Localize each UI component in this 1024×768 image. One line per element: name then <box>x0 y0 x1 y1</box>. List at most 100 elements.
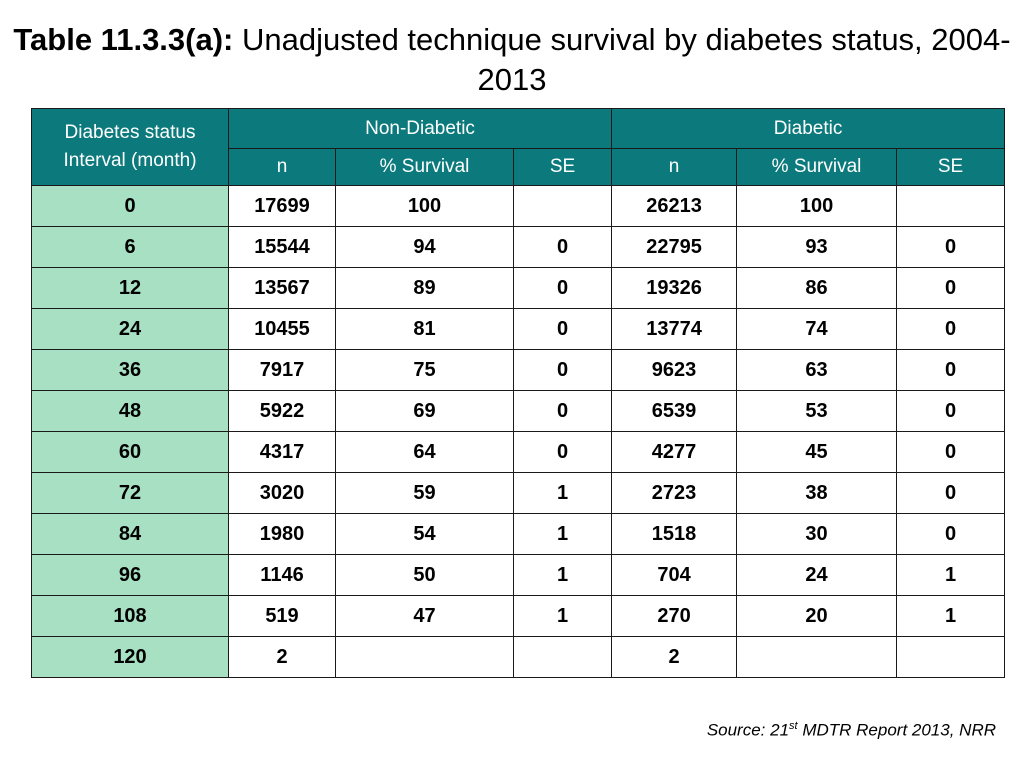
diabetic-survival-cell: 38 <box>736 472 898 514</box>
interval-cell: 72 <box>31 472 229 514</box>
table-caption: Unadjusted technique survival by diabete… <box>233 22 1011 97</box>
diabetic-n-cell: 6539 <box>611 390 738 432</box>
non-diabetic-survival-cell: 47 <box>335 595 514 637</box>
non-diabetic-se-cell: 0 <box>512 308 613 350</box>
page-title: Table 11.3.3(a): Unadjusted technique su… <box>0 20 1024 100</box>
subheader-n: n <box>228 148 336 186</box>
interval-cell: 12 <box>31 267 229 309</box>
diabetic-survival-cell: 53 <box>736 390 898 432</box>
survival-table: Diabetes status Interval (month) Non-Dia… <box>31 108 1006 678</box>
diabetic-n-cell: 26213 <box>611 185 738 227</box>
table-row: 60 4317 64 0 4277 45 0 <box>31 431 1006 473</box>
non-diabetic-n-cell: 1980 <box>228 513 336 555</box>
non-diabetic-n-cell: 2 <box>228 636 336 678</box>
source-prefix: Source: 21 <box>706 720 790 740</box>
diabetic-n-cell: 2 <box>611 636 738 678</box>
non-diabetic-survival-cell: 81 <box>335 308 514 350</box>
table-body: 0 17699 100 26213 100 6 15544 94 0 22795 93 0 12 1356… <box>31 185 1006 678</box>
non-diabetic-survival-cell: 64 <box>335 431 514 473</box>
diabetic-se-cell: 1 <box>896 595 1006 637</box>
subheader-se: SE <box>896 148 1006 186</box>
diabetic-survival-cell: 20 <box>736 595 898 637</box>
non-diabetic-n-cell: 5922 <box>228 390 336 432</box>
diabetic-n-cell: 270 <box>611 595 738 637</box>
diabetic-n-cell: 9623 <box>611 349 738 391</box>
diabetic-se-cell: 0 <box>896 390 1006 432</box>
corner-label-interval: Interval (month) <box>63 150 197 171</box>
table-row: 96 1146 50 1 704 24 1 <box>31 554 1006 596</box>
diabetic-survival-cell: 86 <box>736 267 898 309</box>
subheader-se: SE <box>512 148 613 186</box>
non-diabetic-n-cell: 1146 <box>228 554 336 596</box>
table-number: Table 11.3.3(a): <box>13 22 234 57</box>
table-row: 36 7917 75 0 9623 63 0 <box>31 349 1006 391</box>
table-row: 0 17699 100 26213 100 <box>31 185 1006 227</box>
source-suffix: MDTR Report 2013, NRR <box>797 720 996 740</box>
diabetic-survival-cell: 63 <box>736 349 898 391</box>
table-row: 108 519 47 1 270 20 1 <box>31 595 1006 637</box>
table-row: 24 10455 81 0 13774 74 0 <box>31 308 1006 350</box>
interval-cell: 6 <box>31 226 229 268</box>
subheader-survival: % Survival <box>736 148 898 186</box>
diabetic-n-cell: 19326 <box>611 267 738 309</box>
diabetic-survival-cell: 93 <box>736 226 898 268</box>
diabetic-survival-cell: 30 <box>736 513 898 555</box>
interval-cell: 48 <box>31 390 229 432</box>
diabetic-se-cell: 0 <box>896 431 1006 473</box>
non-diabetic-survival-cell: 54 <box>335 513 514 555</box>
diabetic-se-cell <box>896 185 1006 227</box>
diabetic-survival-cell: 100 <box>736 185 898 227</box>
diabetic-n-cell: 22795 <box>611 226 738 268</box>
interval-cell: 24 <box>31 308 229 350</box>
group-header-row: Diabetes status Interval (month) Non-Dia… <box>31 108 1006 186</box>
non-diabetic-n-cell: 4317 <box>228 431 336 473</box>
diabetic-se-cell: 0 <box>896 513 1006 555</box>
non-diabetic-survival-cell: 89 <box>335 267 514 309</box>
non-diabetic-se-cell: 0 <box>512 349 613 391</box>
non-diabetic-se-cell <box>512 185 613 227</box>
table-row: 84 1980 54 1 1518 30 0 <box>31 513 1006 555</box>
diabetic-se-cell <box>896 636 1006 678</box>
diabetic-se-cell: 0 <box>896 308 1006 350</box>
non-diabetic-n-cell: 13567 <box>228 267 336 309</box>
corner-header: Diabetes status Interval (month) <box>31 108 229 186</box>
group-header-non-diabetic: Non-Diabetic <box>227 108 613 149</box>
non-diabetic-survival-cell: 59 <box>335 472 514 514</box>
table-row: 48 5922 69 0 6539 53 0 <box>31 390 1006 432</box>
non-diabetic-survival-cell: 69 <box>335 390 514 432</box>
interval-cell: 120 <box>31 636 229 678</box>
diabetic-se-cell: 0 <box>896 226 1006 268</box>
table-row: 72 3020 59 1 2723 38 0 <box>31 472 1006 514</box>
table-row: 12 13567 89 0 19326 86 0 <box>31 267 1006 309</box>
non-diabetic-se-cell: 1 <box>512 513 613 555</box>
diabetic-n-cell: 2723 <box>611 472 738 514</box>
interval-cell: 0 <box>31 185 229 227</box>
sub-header-row: n % Survival SE n % Survival SE <box>32 148 1006 186</box>
diabetic-survival-cell: 74 <box>736 308 898 350</box>
diabetic-se-cell: 0 <box>896 472 1006 514</box>
diabetic-n-cell: 13774 <box>611 308 738 350</box>
interval-cell: 108 <box>31 595 229 637</box>
subheader-survival: % Survival <box>335 148 514 186</box>
non-diabetic-se-cell: 0 <box>512 431 613 473</box>
interval-cell: 36 <box>31 349 229 391</box>
non-diabetic-se-cell: 0 <box>512 390 613 432</box>
non-diabetic-se-cell: 1 <box>512 595 613 637</box>
group-header-diabetic: Diabetic <box>611 108 1006 149</box>
non-diabetic-n-cell: 15544 <box>228 226 336 268</box>
diabetic-survival-cell <box>736 636 898 678</box>
non-diabetic-survival-cell: 75 <box>335 349 514 391</box>
interval-cell: 84 <box>31 513 229 555</box>
table-row: 120 2 2 <box>31 636 1006 678</box>
non-diabetic-n-cell: 7917 <box>228 349 336 391</box>
non-diabetic-survival-cell: 94 <box>335 226 514 268</box>
diabetic-survival-cell: 24 <box>736 554 898 596</box>
diabetic-n-cell: 1518 <box>611 513 738 555</box>
subheader-n: n <box>611 148 738 186</box>
diabetic-se-cell: 1 <box>896 554 1006 596</box>
non-diabetic-survival-cell <box>335 636 514 678</box>
corner-label-status: Diabetes status <box>64 122 196 143</box>
interval-cell: 60 <box>31 431 229 473</box>
source-superscript: st <box>789 720 798 732</box>
diabetic-n-cell: 4277 <box>611 431 738 473</box>
